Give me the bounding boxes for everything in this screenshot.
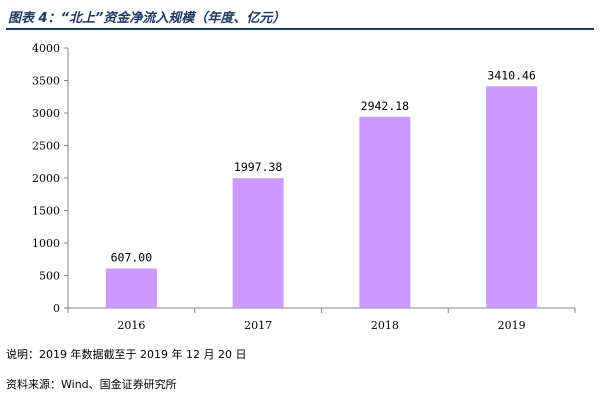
x-tick-label-2018: 2018 <box>371 319 399 332</box>
x-axis: 2016 2017 2018 2019 <box>67 307 576 332</box>
y-tick-label: 3000 <box>32 107 60 120</box>
y-tick-label: 2000 <box>32 172 60 185</box>
bars: 607.00 1997.38 2942.18 3410.46 <box>105 68 538 308</box>
bar-2017 <box>232 178 284 308</box>
y-tick-label: 4000 <box>32 42 60 55</box>
data-label-2018: 2942.18 <box>361 99 410 113</box>
bar-2018 <box>359 116 411 308</box>
x-tick-label-2019: 2019 <box>498 319 526 332</box>
y-tick-label: 2500 <box>32 140 60 153</box>
y-tick-label: 0 <box>53 302 60 315</box>
title-bar: 图表 4：“北上”资金净流入规模（年度、亿元） <box>6 4 594 30</box>
chart-source: 资料来源：Wind、国金证券研究所 <box>6 378 177 391</box>
bar-2016 <box>105 268 157 308</box>
chart-title: 图表 4：“北上”资金净流入规模（年度、亿元） <box>8 11 286 26</box>
bar-2019 <box>486 86 538 308</box>
y-tick-label: 1500 <box>32 205 60 218</box>
data-label-2016: 607.00 <box>111 251 153 265</box>
title-underline <box>6 28 594 30</box>
data-label-2019: 3410.46 <box>487 68 536 82</box>
x-tick-label-2017: 2017 <box>244 319 272 332</box>
y-tick-label: 1000 <box>32 237 60 250</box>
x-tick-label-2016: 2016 <box>117 319 145 332</box>
chart-note: 说明：2019 年数据截至于 2019 年 12 月 20 日 <box>6 348 247 361</box>
y-tick-label: 3500 <box>32 75 60 88</box>
data-label-2017: 1997.38 <box>234 160 283 174</box>
y-tick-label: 500 <box>39 270 60 283</box>
y-axis: 0 500 1000 1500 2000 2500 3000 3500 4000 <box>32 42 69 315</box>
